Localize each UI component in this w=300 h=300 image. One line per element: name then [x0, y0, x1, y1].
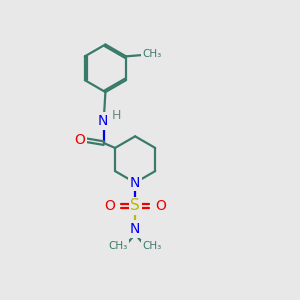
Text: O: O [104, 199, 115, 213]
Text: N: N [130, 176, 140, 190]
Text: O: O [156, 199, 167, 213]
Text: CH₃: CH₃ [142, 49, 161, 59]
Text: S: S [130, 198, 140, 213]
Text: H: H [112, 109, 121, 122]
Text: CH₃: CH₃ [108, 241, 128, 251]
Text: N: N [130, 222, 140, 236]
Text: N: N [97, 114, 108, 128]
Text: CH₃: CH₃ [143, 241, 162, 251]
Text: O: O [74, 133, 85, 147]
